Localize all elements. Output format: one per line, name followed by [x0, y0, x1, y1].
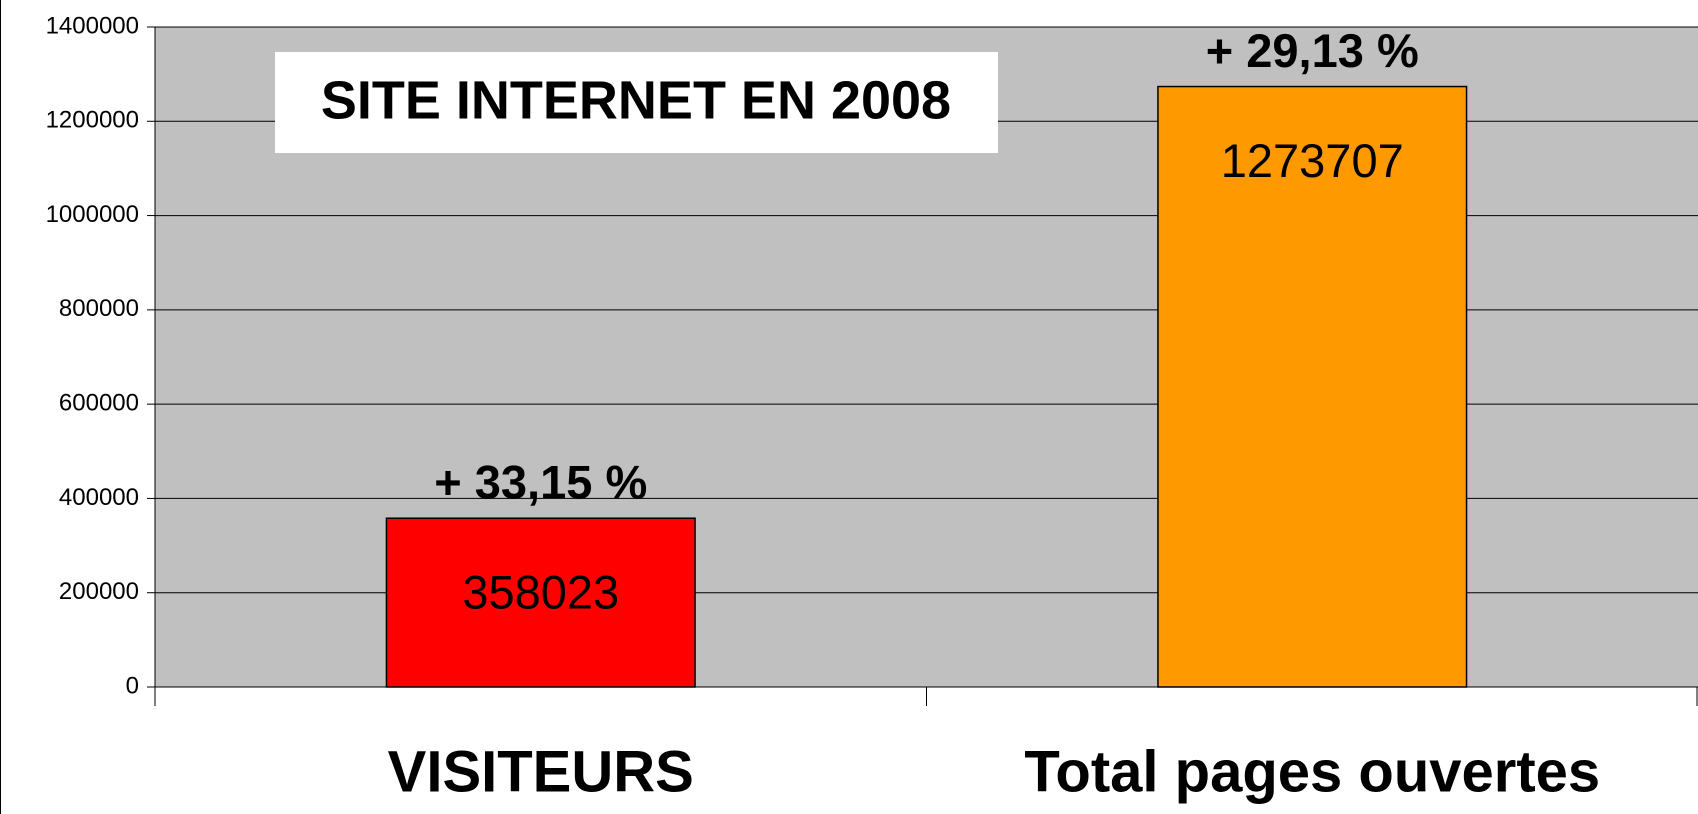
bar [385, 517, 696, 688]
y-tick-label: 1400000 [46, 12, 139, 39]
value-label: 358023 [462, 566, 619, 619]
value-label: 1273707 [1221, 134, 1404, 187]
y-tick-label: 0 [126, 672, 139, 699]
title-box [275, 52, 998, 153]
annotation: + 29,13 % [1206, 24, 1419, 77]
y-tick-label: 800000 [59, 295, 139, 322]
y-tick-label: 200000 [59, 578, 139, 605]
annotation: + 33,15 % [434, 456, 647, 509]
bar [1157, 85, 1468, 688]
chart-title: SITE INTERNET EN 2008 [321, 70, 951, 130]
y-tick-label: 600000 [59, 389, 139, 416]
y-tick-label: 400000 [59, 484, 139, 511]
x-tick-label: Total pages ouvertes [1024, 739, 1600, 804]
y-tick-label: 1000000 [46, 201, 139, 228]
x-tick-label: VISITEURS [388, 739, 694, 804]
y-tick-label: 1200000 [46, 107, 139, 134]
